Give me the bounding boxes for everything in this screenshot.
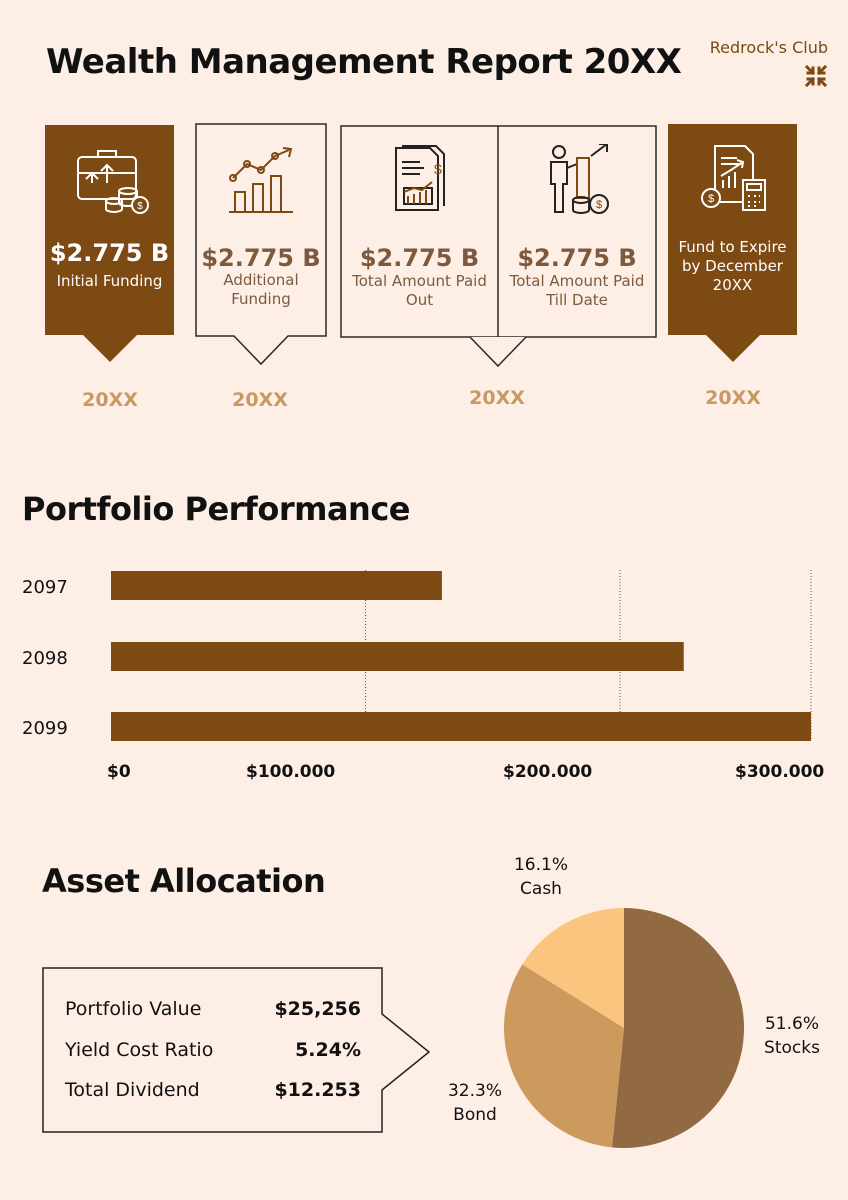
y-tick-label: 2097 [22,577,68,598]
svg-text:$: $ [434,161,442,177]
card-initial-funding: $ $2.775 B Initial Funding [45,125,174,335]
investor-coins-icon: $ [550,144,609,214]
card-paid-frame [340,125,657,338]
page-title: Wealth Management Report 20XX [46,42,682,82]
allocation-title: Asset Allocation [42,862,326,900]
svg-text:$: $ [596,199,602,211]
card-label: Fund to Expire by December 20XX [678,238,787,294]
growth-chart-icon [229,147,293,213]
timeline-year: 20XX [82,389,138,411]
card-additional-funding: $2.775 B Additional Funding [196,124,326,336]
portfolio-bar-chart: 2097 2098 2099 $0 $100.000 $200.000 $300.000 [22,570,824,782]
brand-logo-icon [804,64,828,88]
timeline-year: 20XX [469,387,525,409]
timeline-year: 20XX [232,389,288,411]
card-additional-frame [195,123,327,366]
svg-text:$: $ [137,201,143,212]
pie-value-label: 16.1% [514,855,568,875]
info-label: Yield Cost Ratio [65,1039,214,1061]
pie-name-label: Bond [453,1105,497,1125]
info-label: Portfolio Value [65,998,202,1020]
pie-name-label: Stocks [764,1038,820,1058]
x-tick-label: $200.000 [503,762,592,782]
asset-allocation-pie-chart: 51.6% Stocks 32.3% Bond 16.1% Cash [448,855,820,1148]
allocation-box-frame [42,967,431,1133]
x-tick-label: $0 [107,762,131,782]
card-total-paid-out: $ $2.775 B Total Amount Paid Out [341,126,498,337]
card-label: Total Amount Paid Till Date [509,272,645,309]
pie-value-label: 51.6% [765,1014,819,1034]
info-label: Total Dividend [65,1079,200,1101]
bar-2099 [111,712,811,741]
brand: Redrock's Club [709,38,828,88]
calculator-report-icon: $ [700,145,766,211]
card-amount: $2.775 B [517,244,637,272]
timeline-year: 20XX [705,387,761,409]
portfolio-title: Portfolio Performance [22,490,411,528]
info-value: 5.24% [295,1039,361,1061]
brand-name: Redrock's Club [709,38,828,57]
y-tick-label: 2098 [22,648,68,669]
bar-2097 [111,571,442,600]
card-fund-expire: $ Fund to Expire by December 20XX [668,124,797,335]
pie-name-label: Cash [520,879,562,899]
x-tick-label: $300.000 [735,762,824,782]
pie-slice-cash [522,908,624,1028]
card-label: Initial Funding [56,272,163,290]
card-amount: $2.775 B [49,239,170,267]
card-amount: $2.775 B [201,244,321,272]
card-label: Total Amount Paid Out [352,272,487,309]
bar-2098 [111,642,684,671]
briefcase-money-icon: $ [76,150,149,214]
x-tick-label: $100.000 [246,762,335,782]
card-amount: $2.775 B [359,244,480,272]
info-value: $25,256 [274,998,361,1020]
y-tick-label: 2099 [22,718,68,739]
svg-text:$: $ [707,193,713,205]
info-value: $12.253 [274,1079,361,1101]
pie-slice-stocks [611,908,744,1148]
financial-report-icon: $ [394,145,445,211]
pie-slice-bond [504,964,624,1148]
card-total-paid-till-date: $ $2.775 B Total Amount Paid Till Date [498,126,656,337]
card-label: Additional Funding [223,271,299,308]
pie-value-label: 32.3% [448,1081,502,1101]
